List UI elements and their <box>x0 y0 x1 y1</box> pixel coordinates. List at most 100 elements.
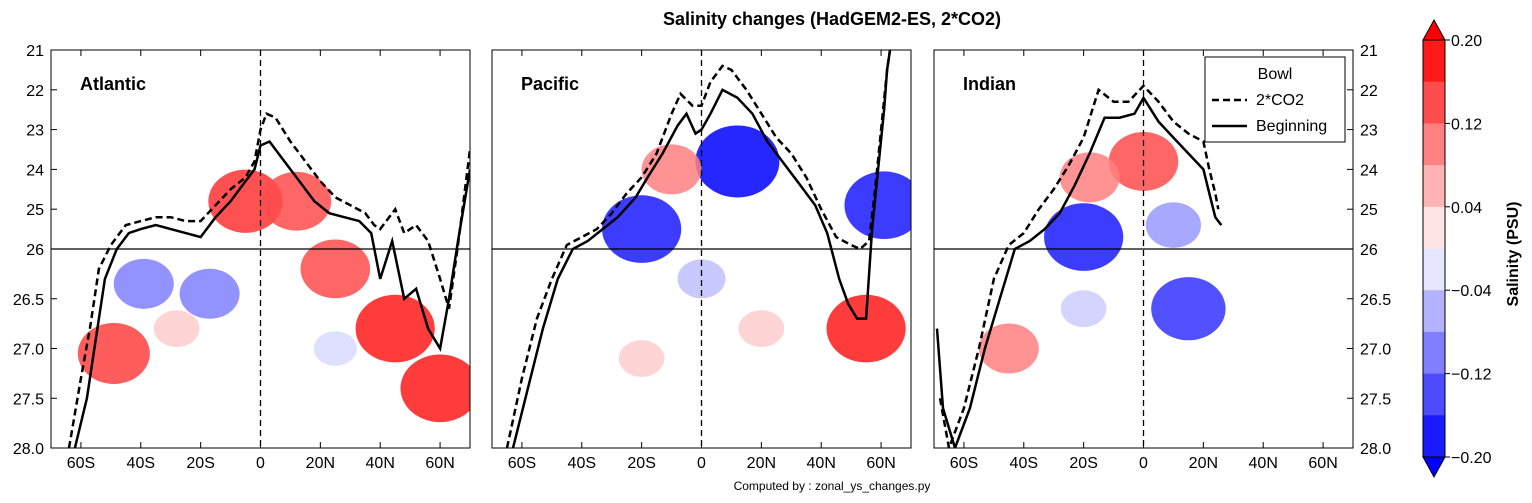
colorbar-tick-label: −0.20 <box>1451 450 1492 467</box>
salinity-anomaly-7 <box>844 171 911 240</box>
salinity-anomaly-3 <box>826 294 906 363</box>
colorbar-segment <box>1423 165 1445 208</box>
y-tick-label: 21 <box>1360 43 1378 60</box>
y-tick-label: 27.5 <box>13 391 44 408</box>
y-axis-right: 21 22 23 24 25 26 26.5 27.0 27.5 28.0 <box>1347 43 1391 458</box>
x-tick-label: 20S <box>186 455 214 472</box>
x-tick-label: 20N <box>1189 455 1218 472</box>
y-tick-label: 22 <box>26 83 44 100</box>
colorbar-segment <box>1423 206 1445 249</box>
bowl-2co2-line <box>67 112 470 448</box>
x-tick-label: 0 <box>697 455 706 472</box>
x-tick-label: 20S <box>1069 455 1097 472</box>
bowl-2co2-line <box>938 83 1220 448</box>
y-tick-label: 24 <box>26 162 44 179</box>
footer-credit: Computed by : zonal_ys_changes.py <box>734 479 931 493</box>
legend: Bowl 2*CO2 Beginning <box>1204 56 1346 143</box>
colorbar-tick-label: 0.04 <box>1451 200 1482 217</box>
x-tick-label: 20S <box>627 455 655 472</box>
salinity-anomaly-1 <box>179 268 240 319</box>
salinity-anomaly-0 <box>113 258 174 309</box>
y-tick-label: 26 <box>1360 242 1378 259</box>
y-tick-label: 26.5 <box>1360 292 1391 309</box>
colorbar-segment <box>1423 123 1445 166</box>
y-tick-label: 28.0 <box>1360 441 1391 458</box>
x-tick-label: 40S <box>127 455 155 472</box>
panel-title: Indian <box>963 74 1016 94</box>
y-tick-label: 25 <box>26 202 44 219</box>
salinity-anomaly-8 <box>153 310 200 347</box>
x-tick-label: 40S <box>1010 455 1038 472</box>
salinity-anomaly-5 <box>618 340 665 377</box>
bowl-beginning-line <box>511 50 892 448</box>
salinity-anomaly-4 <box>738 310 785 347</box>
salinity-anomaly-3 <box>208 169 283 233</box>
x-tick-label: 60N <box>425 455 454 472</box>
plot-area <box>505 50 911 448</box>
colorbar-extend-top <box>1422 18 1446 41</box>
panel-pacific: 60S 40S 20S 0 20N 40N 60N Pacific <box>491 49 912 472</box>
salinity-anomaly-0 <box>1044 203 1124 271</box>
x-tick-label: 40S <box>568 455 596 472</box>
salinity-anomaly-1 <box>695 125 780 198</box>
bowl-2co2-line <box>505 50 892 448</box>
salinity-anomaly-6 <box>677 259 726 299</box>
salinity-anomaly-7 <box>400 354 470 423</box>
salinity-anomaly-0 <box>602 195 682 263</box>
colorbar-tick-label: −0.04 <box>1451 283 1492 300</box>
colorbar-frame <box>1422 39 1446 458</box>
y-tick-label: 21 <box>26 43 44 60</box>
y-tick-label: 28.0 <box>13 441 44 458</box>
panel-indian: 60S 40S 20S 0 20N 40N 60N Indian <box>933 49 1354 472</box>
salinity-anomaly-9 <box>313 331 357 366</box>
plot-area <box>935 83 1226 448</box>
y-tick-label: 26 <box>26 242 44 259</box>
colorbar-segment <box>1423 248 1445 291</box>
x-tick-label: 40N <box>366 455 395 472</box>
colorbar-segment <box>1423 40 1445 83</box>
salinity-anomaly-4 <box>261 171 332 231</box>
salinity-anomaly-2 <box>641 144 702 195</box>
y-tick-label: 22 <box>1360 83 1378 100</box>
panel-title: Pacific <box>521 74 579 94</box>
colorbar-label: Salinity (PSU) <box>1505 202 1522 307</box>
bowl-beginning-line <box>935 95 1223 448</box>
x-tick-label: 60S <box>508 455 536 472</box>
x-tick-label: 60S <box>67 455 95 472</box>
x-tick-label: 60N <box>1308 455 1337 472</box>
salinity-anomaly-2 <box>77 322 150 384</box>
y-tick-label: 26.5 <box>13 292 44 309</box>
y-tick-label: 27.5 <box>1360 391 1391 408</box>
panel-atlantic: 60S 40S 20S 0 20N 40N 60N Atlantic <box>50 49 471 472</box>
x-tick-label: 40N <box>1249 455 1278 472</box>
colorbar-tick-label: 0.20 <box>1451 33 1482 50</box>
x-tick-label: 0 <box>1139 455 1148 472</box>
x-tick-label: 40N <box>807 455 836 472</box>
bowl-beginning-line <box>73 139 470 448</box>
plot-area <box>67 112 470 448</box>
colorbar-tick-label: −0.12 <box>1451 367 1492 384</box>
colorbar-extend-bottom <box>1422 456 1446 479</box>
x-tick-label: 0 <box>256 455 265 472</box>
colorbar-segment <box>1423 415 1445 458</box>
x-tick-label: 20N <box>747 455 776 472</box>
legend-title: Bowl <box>1258 66 1293 83</box>
y-axis-left: 21 22 23 24 25 26 26.5 27.0 27.5 28.0 <box>13 43 57 458</box>
salinity-anomaly-3 <box>1059 152 1120 203</box>
colorbar-tick-label: 0.12 <box>1451 116 1482 133</box>
x-tick-label: 60S <box>950 455 978 472</box>
y-tick-label: 24 <box>1360 162 1378 179</box>
colorbar: 0.20 0.12 0.04 −0.04 −0.12 −0.20 <box>1422 18 1492 479</box>
salinity-anomaly-1 <box>1151 277 1226 341</box>
salinity-anomaly-5 <box>300 239 371 299</box>
y-tick-label: 25 <box>1360 202 1378 219</box>
x-tick-label: 60N <box>866 455 895 472</box>
y-tick-label: 27.0 <box>13 342 44 359</box>
salinity-anomaly-6 <box>355 294 435 363</box>
colorbar-segment <box>1423 81 1445 124</box>
legend-entry-beginning: Beginning <box>1256 118 1327 135</box>
legend-entry-2co2: 2*CO2 <box>1256 92 1304 109</box>
panel-title: Atlantic <box>80 74 146 94</box>
colorbar-segment <box>1423 331 1445 375</box>
